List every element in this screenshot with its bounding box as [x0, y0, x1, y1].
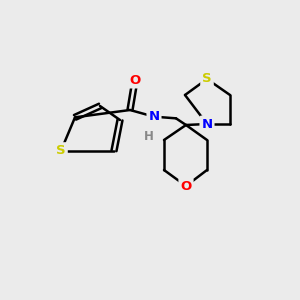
Text: O: O — [129, 74, 141, 86]
Text: H: H — [144, 130, 154, 142]
Text: S: S — [202, 73, 212, 85]
Text: O: O — [180, 179, 192, 193]
Text: N: N — [201, 118, 213, 130]
Text: N: N — [148, 110, 160, 123]
Text: S: S — [56, 144, 66, 157]
